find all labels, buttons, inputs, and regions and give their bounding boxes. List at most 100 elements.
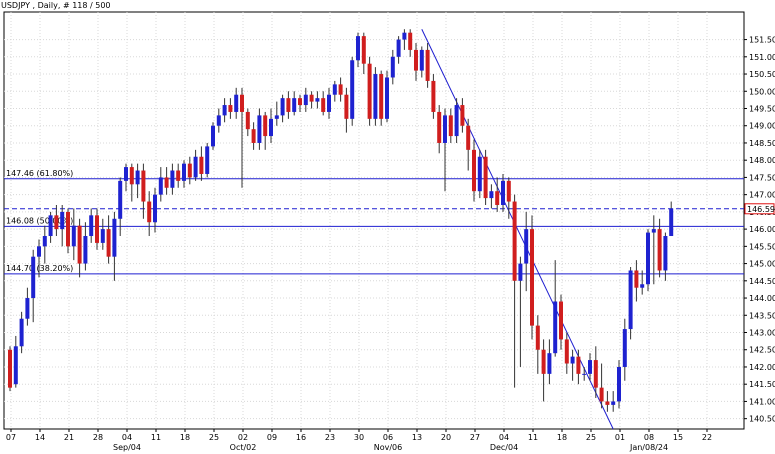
candle-body	[303, 94, 308, 106]
candle	[141, 163, 146, 219]
candle	[263, 111, 268, 150]
candle	[443, 108, 447, 192]
candle-body	[361, 36, 366, 64]
candle-body	[71, 225, 76, 247]
candle	[477, 149, 482, 199]
candle-body	[211, 125, 215, 147]
candle-body	[669, 208, 674, 237]
x-tick-label: 15	[673, 433, 683, 442]
candle-body	[182, 163, 186, 181]
y-tick-label: 143.50	[749, 311, 775, 320]
candle	[303, 87, 308, 112]
y-tick-label: 150.00	[749, 87, 775, 96]
candle-body	[367, 63, 372, 119]
candle	[309, 91, 314, 109]
x-tick-label: 20	[441, 433, 451, 442]
candle	[332, 80, 337, 102]
y-tick-label: 146.00	[749, 225, 775, 234]
candle-body	[611, 401, 616, 405]
candle-body	[564, 339, 569, 364]
candle-body	[437, 111, 442, 143]
candle-body	[622, 329, 627, 367]
candle-body	[617, 366, 621, 402]
candle	[286, 91, 291, 119]
candle	[240, 87, 244, 188]
candle	[269, 108, 273, 143]
candle	[518, 256, 523, 367]
candle	[524, 211, 529, 292]
candle-body	[315, 98, 320, 102]
candle	[187, 156, 192, 185]
candle	[396, 36, 401, 64]
y-tick-label: 151.00	[749, 53, 775, 62]
candle	[530, 215, 534, 340]
candle-body	[419, 49, 424, 71]
candle	[60, 204, 65, 247]
candle	[448, 108, 453, 143]
candle-body	[327, 94, 331, 112]
candle	[361, 32, 366, 75]
candle-body	[187, 163, 192, 178]
candle	[31, 249, 36, 323]
candle-body	[95, 215, 99, 243]
candle-body	[350, 60, 355, 119]
candle-body	[176, 170, 181, 181]
candle-body	[535, 325, 540, 350]
y-tick-label: 141.50	[749, 380, 775, 389]
candle	[66, 208, 70, 254]
candle-body	[408, 32, 413, 50]
candle-body	[541, 349, 546, 374]
candle-body	[124, 167, 128, 181]
candle	[419, 46, 424, 78]
candle-body	[338, 84, 343, 95]
candle	[257, 108, 262, 150]
y-tick-label: 143.00	[749, 329, 775, 338]
candle	[541, 339, 546, 402]
candle	[199, 146, 204, 181]
price-axis: 140.50 141.00 141.50 142.00 142.50 143.00 143.…	[744, 36, 775, 424]
candle	[559, 294, 563, 350]
candle	[135, 163, 140, 199]
candle	[605, 391, 610, 412]
candle-body	[593, 360, 598, 388]
candle	[42, 225, 47, 264]
candle	[512, 194, 517, 388]
y-tick-label: 144.50	[749, 277, 775, 286]
candle-body	[495, 191, 500, 205]
candle	[588, 353, 592, 381]
candle-body	[240, 94, 244, 112]
candle-body	[379, 74, 384, 119]
fib-level-label: 147.46 (61.80%)	[6, 169, 73, 178]
candle-body	[321, 98, 326, 112]
candle-body	[228, 105, 233, 112]
candle	[216, 108, 221, 133]
candle-body	[193, 156, 198, 178]
candle	[321, 91, 326, 116]
x-period-label: Dec/04	[490, 443, 518, 452]
x-tick-label: 06	[383, 433, 393, 442]
candle-body	[373, 74, 378, 119]
candle-body	[309, 94, 314, 102]
candle-body	[298, 98, 302, 106]
candle-body	[640, 284, 645, 288]
candle-body	[477, 156, 482, 192]
candle	[495, 177, 500, 212]
candle-body	[657, 229, 662, 271]
candle-body	[170, 170, 175, 188]
candle	[292, 91, 297, 116]
x-tick-label: 16	[296, 433, 306, 442]
y-tick-label: 148.00	[749, 156, 775, 165]
candle	[274, 101, 279, 126]
candle-body	[263, 115, 268, 137]
candle	[437, 105, 442, 154]
candle-body	[83, 236, 88, 264]
candle-body	[8, 349, 12, 388]
candle-body	[19, 318, 24, 347]
candle-body	[135, 170, 140, 185]
candle-body	[147, 201, 152, 223]
x-period-label: Nov/06	[374, 443, 403, 452]
x-tick-label: 11	[528, 433, 538, 442]
candle	[205, 142, 210, 178]
candle	[460, 98, 465, 133]
y-tick-label: 151.50	[749, 36, 775, 45]
